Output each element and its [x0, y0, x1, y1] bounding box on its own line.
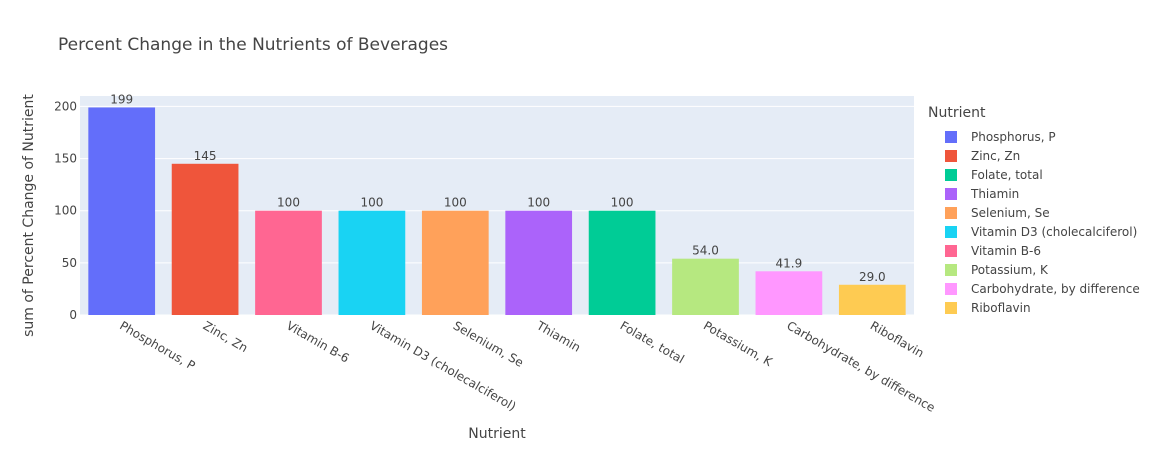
x-tick-label: Carbohydrate, by difference: [784, 318, 937, 414]
legend-swatch: [945, 244, 957, 257]
y-tick-label: 150: [54, 152, 77, 166]
data-label: 29.0: [859, 270, 886, 284]
data-label: 100: [611, 196, 634, 210]
legend-item[interactable]: Selenium, Se: [928, 203, 1140, 222]
x-tick-label: Vitamin D3 (cholecalciferol): [367, 318, 518, 413]
bar: [505, 210, 573, 315]
data-label: 100: [277, 196, 300, 210]
x-tick-label: Phosphorus, P: [117, 318, 197, 372]
x-tick-label: Zinc, Zn: [201, 318, 251, 355]
data-label: 100: [360, 196, 383, 210]
x-tick-label: Selenium, Se: [451, 318, 526, 369]
bar: [255, 210, 322, 315]
legend-label: Carbohydrate, by difference: [971, 281, 1140, 296]
legend-label: Selenium, Se: [971, 205, 1050, 220]
legend-label: Riboflavin: [971, 300, 1031, 315]
legend-label: Potassium, K: [971, 262, 1048, 277]
legend-label: Vitamin B-6: [971, 243, 1041, 258]
legend-label: Folate, total: [971, 167, 1043, 182]
x-tick-label: Riboflavin: [868, 318, 927, 360]
legend-swatch: [945, 168, 957, 181]
legend-item[interactable]: Riboflavin: [928, 298, 1140, 317]
bar: [171, 163, 239, 315]
legend-swatch: [945, 130, 957, 143]
legend: Nutrient Phosphorus, P Zinc, Zn Folate, to…: [928, 105, 1140, 317]
legend-swatch: [945, 225, 957, 238]
legend-label: Zinc, Zn: [971, 148, 1021, 163]
legend-item[interactable]: Vitamin D3 (cholecalciferol): [928, 222, 1140, 241]
data-label: 54.0: [692, 244, 719, 258]
legend-label: Vitamin D3 (cholecalciferol): [971, 224, 1138, 239]
x-axis-title: Nutrient: [468, 426, 526, 442]
data-label: 41.9: [776, 256, 803, 270]
data-label: 100: [527, 196, 550, 210]
y-tick-label: 50: [62, 256, 77, 270]
legend-swatch: [945, 301, 957, 314]
x-tick-label: Folate, total: [618, 318, 687, 366]
data-label: 199: [110, 92, 133, 106]
bar: [421, 210, 489, 315]
legend-label: Thiamin: [971, 186, 1020, 201]
bar: [672, 258, 739, 315]
x-tick-label: Potassium, K: [701, 318, 776, 369]
legend-swatch: [945, 149, 957, 162]
y-tick-label: 0: [69, 308, 77, 322]
legend-items: Phosphorus, P Zinc, Zn Folate, total Thiami…: [928, 127, 1140, 317]
legend-label: Phosphorus, P: [971, 129, 1056, 144]
legend-swatch: [945, 187, 957, 200]
legend-item[interactable]: Folate, total: [928, 165, 1140, 184]
chart-title: Percent Change in the Nutrients of Bever…: [58, 35, 449, 55]
bar: [755, 271, 823, 315]
bar: [588, 210, 656, 315]
legend-item[interactable]: Potassium, K: [928, 260, 1140, 279]
data-label: 100: [444, 196, 467, 210]
bar: [838, 284, 906, 315]
legend-item[interactable]: Vitamin B-6: [928, 241, 1140, 260]
legend-swatch: [945, 282, 957, 295]
legend-item[interactable]: Zinc, Zn: [928, 146, 1140, 165]
legend-swatch: [945, 263, 957, 276]
data-label: 145: [194, 149, 217, 163]
x-tick-label: Vitamin B-6: [284, 318, 352, 365]
y-tick-label: 200: [54, 99, 77, 113]
legend-swatch: [945, 206, 957, 219]
bar: [88, 107, 156, 315]
bar: [338, 210, 406, 315]
legend-item[interactable]: Phosphorus, P: [928, 127, 1140, 146]
legend-title: Nutrient: [928, 105, 986, 121]
legend-item[interactable]: Carbohydrate, by difference: [928, 279, 1140, 298]
legend-item[interactable]: Thiamin: [928, 184, 1140, 203]
y-tick-label: 100: [54, 204, 77, 218]
y-axis-title: sum of Percent Change of Nutrient: [21, 94, 37, 337]
x-tick-label: Thiamin: [533, 318, 583, 355]
